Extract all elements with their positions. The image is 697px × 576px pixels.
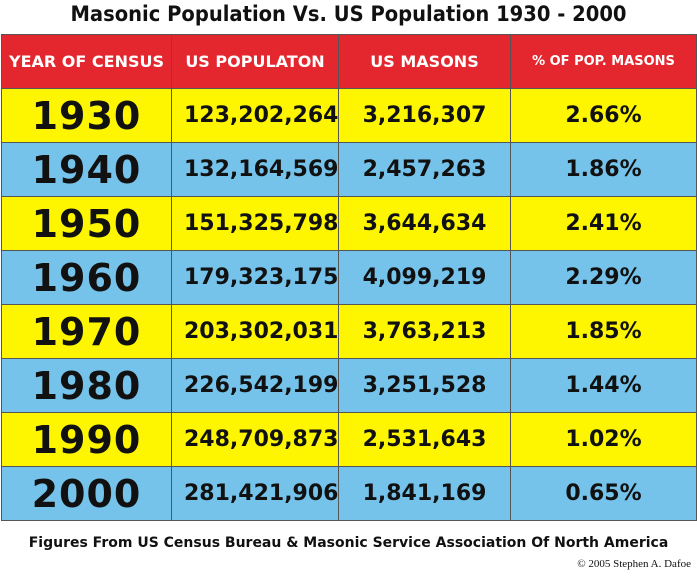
year-cell: 1950 — [1, 196, 172, 251]
percent-cell: 2.66% — [510, 88, 697, 143]
us-population-cell: 132,164,569 — [171, 142, 339, 197]
percent-cell: 0.65% — [510, 466, 697, 521]
percent-cell: 2.41% — [510, 196, 697, 251]
column-header-percent: % OF POP. MASONS — [510, 34, 697, 89]
table-header-row: YEAR OF CENSUS US POPULATON US MASONS % … — [1, 34, 697, 89]
us-population-cell: 226,542,199 — [171, 358, 339, 413]
census-table: YEAR OF CENSUS US POPULATON US MASONS % … — [1, 34, 697, 521]
year-cell: 1980 — [1, 358, 172, 413]
us-masons-cell: 2,531,643 — [338, 412, 511, 467]
column-header-us-population: US POPULATON — [171, 34, 339, 89]
us-masons-cell: 3,644,634 — [338, 196, 511, 251]
year-cell: 2000 — [1, 466, 172, 521]
us-masons-cell: 2,457,263 — [338, 142, 511, 197]
table-row: 1940 132,164,569 2,457,263 1.86% — [1, 142, 697, 197]
us-masons-cell: 3,216,307 — [338, 88, 511, 143]
year-cell: 1970 — [1, 304, 172, 359]
us-population-cell: 179,323,175 — [171, 250, 339, 305]
year-cell: 1990 — [1, 412, 172, 467]
us-population-cell: 281,421,906 — [171, 466, 339, 521]
year-cell: 1930 — [1, 88, 172, 143]
table-row: 1970 203,302,031 3,763,213 1.85% — [1, 304, 697, 359]
column-header-us-masons: US MASONS — [338, 34, 511, 89]
us-population-cell: 203,302,031 — [171, 304, 339, 359]
copyright-notice: © 2005 Stephen A. Dafoe — [577, 558, 691, 570]
percent-cell: 1.86% — [510, 142, 697, 197]
year-cell: 1940 — [1, 142, 172, 197]
percent-cell: 2.29% — [510, 250, 697, 305]
us-population-cell: 151,325,798 — [171, 196, 339, 251]
percent-cell: 1.85% — [510, 304, 697, 359]
table-row: 1960 179,323,175 4,099,219 2.29% — [1, 250, 697, 305]
table-row: 1980 226,542,199 3,251,528 1.44% — [1, 358, 697, 413]
source-footer: Figures From US Census Bureau & Masonic … — [28, 535, 669, 551]
us-masons-cell: 4,099,219 — [338, 250, 511, 305]
chart-title: Masonic Population Vs. US Population 193… — [70, 2, 627, 26]
table-row: 1930 123,202,264 3,216,307 2.66% — [1, 88, 697, 143]
table-body: 1930 123,202,264 3,216,307 2.66% 1940 132,164… — [1, 88, 697, 521]
column-header-year: YEAR OF CENSUS — [1, 34, 172, 89]
us-masons-cell: 3,763,213 — [338, 304, 511, 359]
percent-cell: 1.02% — [510, 412, 697, 467]
us-masons-cell: 1,841,169 — [338, 466, 511, 521]
table-row: 1990 248,709,873 2,531,643 1.02% — [1, 412, 697, 467]
table-row: 1950 151,325,798 3,644,634 2.41% — [1, 196, 697, 251]
us-masons-cell: 3,251,528 — [338, 358, 511, 413]
year-cell: 1960 — [1, 250, 172, 305]
us-population-cell: 123,202,264 — [171, 88, 339, 143]
us-population-cell: 248,709,873 — [171, 412, 339, 467]
table-row: 2000 281,421,906 1,841,169 0.65% — [1, 466, 697, 521]
percent-cell: 1.44% — [510, 358, 697, 413]
